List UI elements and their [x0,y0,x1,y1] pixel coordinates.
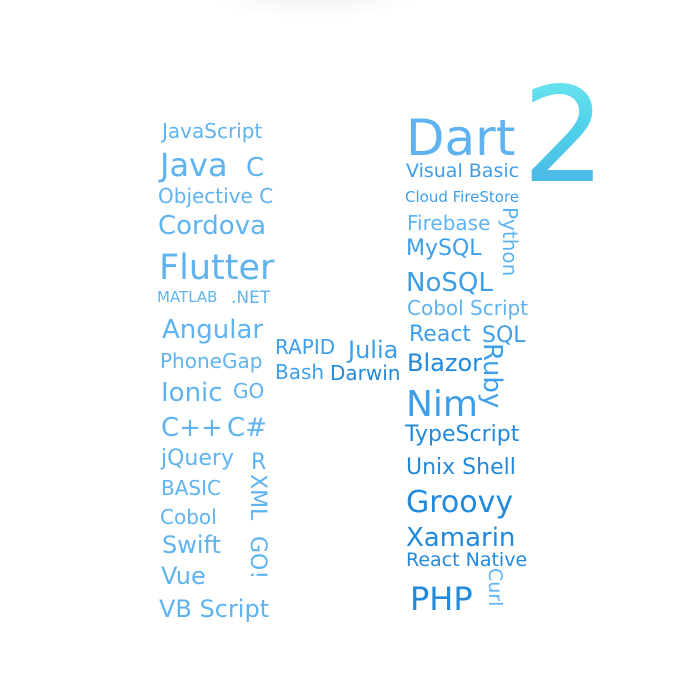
word-r: R [251,450,267,475]
word-darwin: Darwin [330,361,401,385]
word-xml-vertical: XML [245,474,270,521]
word-vb-script: VB Script [159,595,270,623]
word-firebase: Firebase [407,211,491,235]
word-sql: SQL [482,323,526,348]
word-xamarin: Xamarin [406,523,516,553]
word-ruby-vertical: Ruby [477,343,507,409]
word-bash: Bash [275,360,325,384]
word-visual-basic: Visual Basic [406,160,520,182]
word-swift: Swift [162,531,221,559]
word-typescript: TypeScript [405,422,520,447]
word-angular: Angular [162,315,264,345]
word-java: Java [160,146,228,184]
word-go: GO [233,379,265,403]
word-objective-c: Objective C [158,184,274,208]
top-glow-decoration [205,0,425,20]
word-nosql: NoSQL [406,268,493,298]
word-groovy: Groovy [406,485,514,520]
word-php: PHP [410,580,473,618]
word-go-bang-vertical: GO! [245,536,270,580]
word-csharp: C# [227,413,267,443]
word-basic: BASIC [161,476,221,500]
word-cobol-script: Cobol Script [407,296,529,320]
word-mysql: MySQL [406,236,482,261]
word-flutter: Flutter [159,248,275,288]
word-vue: Vue [161,562,206,590]
word-phonegap: PhoneGap [160,349,263,373]
word-curl-vertical: Curl [484,568,506,607]
word-c: C [246,153,265,183]
word-cobol: Cobol [160,505,217,529]
word-ionic: Ionic [161,378,223,408]
word-unix-shell: Unix Shell [406,455,516,480]
word-matlab: MATLAB [157,288,218,306]
word-cloud-firestore: Cloud FireStore [405,188,520,206]
word-javascript: JavaScript [162,119,263,143]
word-jquery: jQuery [161,446,234,471]
word-julia: Julia [348,336,399,364]
word-react: React [409,322,472,347]
word-dart: Dart [406,109,516,167]
word-python-vertical: Python [498,207,522,277]
word-rapid: RAPID [275,335,336,359]
numeral-two: 2 [522,59,606,213]
word-nim: Nim [406,384,478,425]
word-cordova: Cordova [158,211,267,241]
word-dotnet: .NET [231,288,271,308]
word-blazor: Blazor [407,349,482,377]
word-cpp: C++ [161,413,223,443]
word-react-native: React Native [406,549,528,571]
